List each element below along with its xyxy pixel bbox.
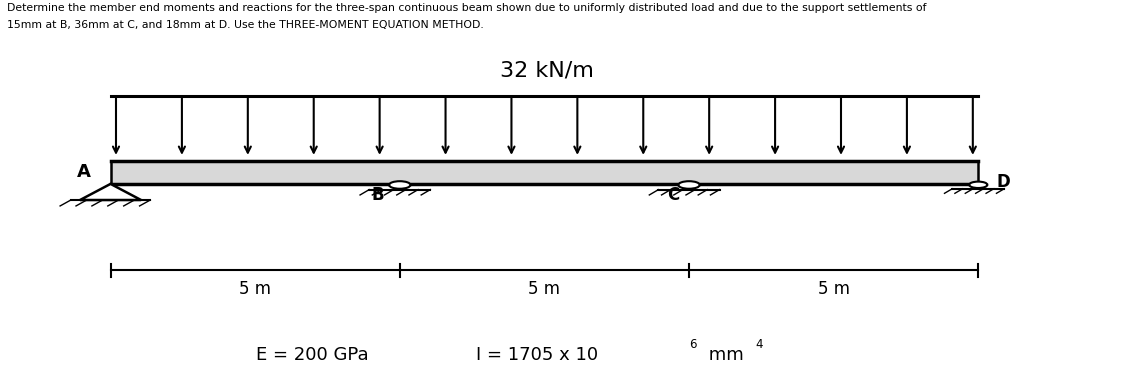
Text: 5 m: 5 m bbox=[529, 280, 561, 298]
Text: 4: 4 bbox=[756, 337, 763, 351]
Text: 5 m: 5 m bbox=[818, 280, 849, 298]
Circle shape bbox=[969, 182, 987, 188]
Circle shape bbox=[389, 181, 410, 189]
Text: 15mm at B, 36mm at C, and 18mm at D. Use the THREE-MOMENT EQUATION METHOD.: 15mm at B, 36mm at C, and 18mm at D. Use… bbox=[7, 20, 483, 30]
Text: B: B bbox=[372, 185, 384, 204]
Text: I = 1705 x 10: I = 1705 x 10 bbox=[476, 346, 598, 364]
Text: mm: mm bbox=[703, 346, 744, 364]
Text: Determine the member end moments and reactions for the three-span continuous bea: Determine the member end moments and rea… bbox=[7, 3, 927, 13]
Text: E = 200 GPa: E = 200 GPa bbox=[256, 346, 368, 364]
Text: 5 m: 5 m bbox=[239, 280, 271, 298]
Polygon shape bbox=[80, 184, 141, 200]
Text: D: D bbox=[997, 173, 1011, 190]
Text: 6: 6 bbox=[689, 337, 697, 351]
Circle shape bbox=[679, 181, 699, 189]
Text: C: C bbox=[667, 185, 680, 204]
Text: 32 kN/m: 32 kN/m bbox=[500, 60, 594, 80]
Text: A: A bbox=[77, 163, 91, 182]
Bar bbox=[110, 161, 978, 184]
